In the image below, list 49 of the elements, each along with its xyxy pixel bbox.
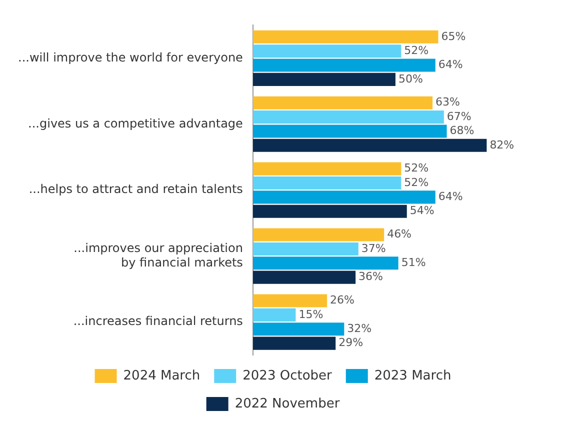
bar <box>252 138 487 152</box>
bar <box>252 124 447 138</box>
bar <box>252 204 407 218</box>
y-tick-label: ...will improve the world for everyone <box>18 50 243 64</box>
y-tick-label: ...increases financial returns <box>73 314 243 328</box>
bar <box>252 176 402 190</box>
data-label: 65% <box>441 30 466 43</box>
bar <box>252 294 328 308</box>
data-label: 52% <box>404 44 429 57</box>
legend-label: 2024 March <box>123 368 200 384</box>
data-label: 64% <box>438 58 463 72</box>
data-label: 82% <box>490 138 514 152</box>
bar <box>252 44 402 58</box>
data-label: 15% <box>298 308 324 321</box>
bar <box>252 228 384 242</box>
bar <box>252 270 356 284</box>
data-label: 32% <box>347 322 372 335</box>
data-label: 37% <box>361 242 386 255</box>
bar <box>252 336 336 350</box>
bar <box>252 322 344 336</box>
data-label: 52% <box>404 176 429 189</box>
data-label: 63% <box>436 96 460 109</box>
legend-label: 2023 March <box>374 368 452 384</box>
data-label: 64% <box>438 190 463 204</box>
data-label: 51% <box>401 256 426 270</box>
bar <box>252 96 433 110</box>
data-label: 50% <box>398 72 423 86</box>
bar <box>252 308 296 322</box>
bar <box>252 162 402 176</box>
y-tick-label: ...improves our appreciation by financial markets <box>74 240 243 270</box>
bar <box>252 256 398 270</box>
data-label: 26% <box>330 294 355 307</box>
legend-label: 2023 October <box>242 368 333 384</box>
data-label: 36% <box>358 270 384 284</box>
bar <box>252 30 438 44</box>
y-tick-label: ...helps to attract and retain talents <box>28 182 243 196</box>
data-label: 52% <box>404 162 429 175</box>
bar <box>252 190 436 204</box>
bar <box>252 72 396 86</box>
data-label: 54% <box>410 204 434 218</box>
data-label: 29% <box>338 336 364 350</box>
data-label: 68% <box>450 124 474 138</box>
y-tick-label: ...gives us a competitive advantage <box>28 116 243 130</box>
bar <box>252 242 358 256</box>
data-label: 46% <box>387 228 412 241</box>
data-label: 67% <box>446 110 472 123</box>
bar <box>252 110 444 124</box>
legend-label: 2022 November <box>234 396 340 412</box>
bar <box>252 58 436 72</box>
